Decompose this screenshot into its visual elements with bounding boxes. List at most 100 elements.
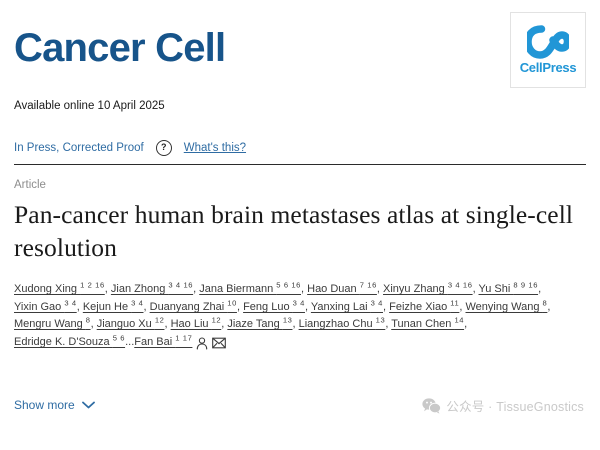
author-separator: , bbox=[193, 283, 200, 296]
author-name: Tunan Chen bbox=[391, 318, 455, 331]
author-link[interactable]: Feng Luo 3 4 bbox=[243, 298, 305, 313]
show-more-label: Show more bbox=[14, 398, 75, 412]
author-affiliation-marks: 3 4 bbox=[370, 298, 383, 308]
author-separator: , bbox=[304, 300, 311, 313]
author-name: Xudong Xing bbox=[14, 283, 81, 296]
question-mark-icon[interactable]: ? bbox=[155, 140, 172, 156]
article-type-label: Article bbox=[14, 179, 46, 191]
author-link[interactable]: Jiaze Tang 13 bbox=[227, 315, 293, 331]
email-envelope-icon[interactable] bbox=[212, 337, 227, 349]
author-name: Jian Zhong bbox=[110, 283, 169, 296]
chevron-down-icon bbox=[81, 401, 95, 409]
author-separator: , bbox=[383, 300, 390, 313]
author-link[interactable]: Yanxing Lai 3 4 bbox=[310, 298, 383, 313]
author-link[interactable]: Hao Liu 12 bbox=[170, 315, 222, 331]
author-separator: , bbox=[538, 283, 542, 296]
availability-date: Available online 10 April 2025 bbox=[14, 100, 165, 112]
author-link[interactable]: Yu Shi 8 9 16 bbox=[478, 280, 539, 296]
author-name: Yixin Gao bbox=[14, 300, 65, 313]
author-list: Xudong Xing 1 2 16, Jian Zhong 3 4 16, J… bbox=[14, 281, 586, 352]
cellpress-infinity-icon bbox=[527, 25, 569, 59]
author-separator: , bbox=[376, 283, 384, 296]
author-affiliation-marks: 3 4 bbox=[64, 298, 77, 308]
author-affiliation-marks: 8 bbox=[542, 298, 548, 308]
author-affiliation-marks: 10 bbox=[227, 298, 237, 308]
author-affiliation-marks: 3 4 16 bbox=[168, 280, 194, 290]
author-link[interactable]: Duanyang Zhai 10 bbox=[149, 298, 237, 313]
author-name: Edridge K. D'Souza bbox=[14, 336, 113, 349]
author-name: Yanxing Lai bbox=[310, 300, 371, 313]
author-separator: , bbox=[301, 283, 308, 296]
watermark: 公众号 · TissueGnostics bbox=[422, 396, 584, 415]
author-affiliation-marks: 8 9 16 bbox=[513, 280, 539, 290]
author-link[interactable]: Kejun He 3 4 bbox=[83, 299, 144, 313]
author-link[interactable]: Hao Duan 7 16 bbox=[307, 280, 377, 296]
author-separator: , bbox=[464, 318, 468, 331]
author-list-truncation: ... bbox=[125, 336, 135, 349]
author-link[interactable]: Feizhe Xiao 11 bbox=[389, 298, 460, 313]
author-link[interactable]: Yixin Gao 3 4 bbox=[14, 298, 77, 313]
author-affiliation-marks: 3 4 bbox=[292, 298, 305, 308]
author-affiliation-marks: 1 17 bbox=[175, 333, 193, 343]
publication-status-row: In Press, Corrected Proof ? What's this? bbox=[14, 138, 586, 158]
author-name: Jiaze Tang bbox=[227, 318, 283, 331]
author-name: Duanyang Zhai bbox=[149, 300, 228, 313]
author-name: Mengru Wang bbox=[14, 318, 86, 331]
author-affiliation-marks: 5 6 16 bbox=[276, 280, 301, 290]
corresponding-author-icons bbox=[196, 335, 227, 353]
author-link[interactable]: Mengru Wang 8 bbox=[14, 315, 91, 331]
author-affiliation-marks: 11 bbox=[450, 298, 460, 308]
author-name: Liangzhao Chu bbox=[298, 318, 376, 331]
author-link[interactable]: Liangzhao Chu 13 bbox=[298, 317, 386, 331]
show-more-button[interactable]: Show more bbox=[14, 398, 95, 412]
author-profile-icon[interactable] bbox=[196, 337, 208, 350]
author-name: Jianguo Xu bbox=[96, 318, 155, 331]
author-affiliation-marks: 3 4 16 bbox=[447, 280, 473, 290]
author-separator: , bbox=[472, 283, 479, 296]
author-link[interactable]: Fan Bai 1 17 bbox=[134, 333, 193, 349]
author-name: Fan Bai bbox=[134, 336, 176, 349]
journal-masthead: Cancer Cell CellPress bbox=[14, 0, 586, 96]
author-affiliation-marks: 7 16 bbox=[359, 280, 377, 290]
author-affiliation-marks: 5 6 bbox=[112, 333, 126, 343]
watermark-text: 公众号 · TissueGnostics bbox=[446, 400, 584, 414]
author-affiliation-marks: 12 bbox=[211, 315, 222, 325]
header-divider bbox=[14, 164, 586, 165]
journal-title[interactable]: Cancer Cell bbox=[14, 26, 226, 70]
author-link[interactable]: Tunan Chen 14 bbox=[391, 317, 464, 331]
author-separator: , bbox=[90, 318, 97, 331]
author-name: Jana Biermann bbox=[199, 283, 277, 296]
author-name: Feizhe Xiao bbox=[389, 300, 451, 313]
author-name: Xinyu Zhang bbox=[383, 283, 448, 296]
cellpress-logo[interactable]: CellPress bbox=[510, 12, 586, 88]
author-link[interactable]: Jana Biermann 5 6 16 bbox=[199, 280, 301, 296]
author-name: Yu Shi bbox=[478, 283, 514, 296]
author-affiliation-marks: 13 bbox=[282, 315, 293, 325]
author-link[interactable]: Xudong Xing 1 2 16 bbox=[14, 280, 105, 296]
author-separator: , bbox=[143, 300, 150, 313]
author-link[interactable]: Jian Zhong 3 4 16 bbox=[110, 280, 194, 296]
author-link[interactable]: Wenying Wang 8 bbox=[465, 298, 548, 313]
wechat-icon bbox=[422, 397, 442, 414]
author-separator: , bbox=[292, 318, 299, 331]
author-affiliation-marks: 12 bbox=[154, 315, 165, 325]
author-separator: , bbox=[236, 300, 244, 313]
author-separator: , bbox=[547, 300, 551, 313]
author-link[interactable]: Xinyu Zhang 3 4 16 bbox=[383, 280, 473, 296]
author-separator: , bbox=[164, 318, 171, 331]
author-affiliation-marks: 8 bbox=[85, 315, 91, 325]
author-separator: , bbox=[104, 283, 111, 296]
status-badge[interactable]: In Press, Corrected Proof bbox=[14, 142, 144, 154]
author-separator: , bbox=[385, 318, 392, 331]
author-link[interactable]: Jianguo Xu 12 bbox=[96, 315, 165, 331]
author-name: Wenying Wang bbox=[465, 300, 543, 313]
author-name: Hao Duan bbox=[307, 283, 360, 296]
author-name: Hao Liu bbox=[170, 318, 212, 331]
author-separator: , bbox=[459, 300, 466, 313]
author-link[interactable]: Edridge K. D'Souza 5 6 bbox=[14, 333, 126, 349]
whats-this-link[interactable]: What's this? bbox=[183, 142, 247, 154]
page-title: Pan-cancer human brain metastases atlas … bbox=[14, 200, 574, 263]
author-separator: , bbox=[221, 318, 228, 331]
author-affiliation-marks: 1 2 16 bbox=[80, 280, 105, 290]
